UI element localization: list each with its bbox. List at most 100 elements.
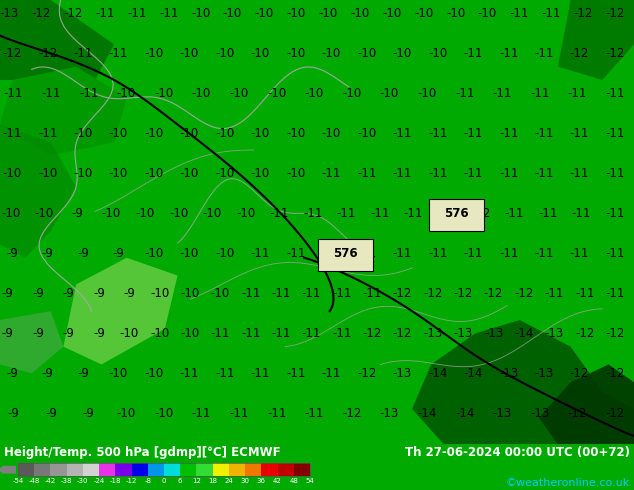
- Text: -12: -12: [357, 367, 377, 380]
- Text: -11: -11: [605, 247, 624, 260]
- Text: -11: -11: [370, 207, 390, 220]
- Text: ©weatheronline.co.uk: ©weatheronline.co.uk: [506, 478, 630, 488]
- Text: -11: -11: [271, 287, 291, 300]
- Text: -11: -11: [572, 207, 591, 220]
- Text: -10: -10: [321, 127, 341, 140]
- Text: -11: -11: [357, 247, 377, 260]
- Bar: [294, 463, 310, 476]
- Text: -10: -10: [417, 87, 437, 100]
- Text: -10: -10: [250, 167, 270, 180]
- Text: -10: -10: [286, 167, 306, 180]
- Text: -8: -8: [145, 478, 152, 484]
- Text: -10: -10: [286, 127, 306, 140]
- Text: -11: -11: [499, 127, 518, 140]
- Text: -11: -11: [109, 47, 128, 60]
- Polygon shape: [0, 67, 127, 155]
- Text: -11: -11: [250, 247, 270, 260]
- Text: -10: -10: [191, 7, 210, 20]
- Text: -10: -10: [117, 407, 136, 420]
- Text: -11: -11: [499, 47, 518, 60]
- Text: -12: -12: [567, 407, 587, 420]
- Text: -10: -10: [216, 47, 235, 60]
- Bar: [132, 463, 148, 476]
- Text: -11: -11: [463, 247, 483, 260]
- Bar: [67, 463, 83, 476]
- Bar: [212, 463, 229, 476]
- Text: -11: -11: [428, 247, 448, 260]
- Text: 6: 6: [178, 478, 183, 484]
- Text: -48: -48: [29, 478, 40, 484]
- Text: -11: -11: [605, 287, 624, 300]
- Text: -11: -11: [392, 167, 412, 180]
- Text: -10: -10: [321, 47, 341, 60]
- Text: -12: -12: [605, 367, 624, 380]
- Text: -10: -10: [135, 207, 155, 220]
- Text: -11: -11: [241, 327, 261, 340]
- Text: -11: -11: [493, 87, 512, 100]
- Text: 0: 0: [162, 478, 166, 484]
- Text: -9: -9: [63, 287, 74, 300]
- FancyBboxPatch shape: [429, 199, 484, 231]
- Text: -13: -13: [392, 367, 412, 380]
- Text: -11: -11: [545, 287, 564, 300]
- Text: -9: -9: [93, 287, 105, 300]
- Text: -11: -11: [337, 207, 356, 220]
- Text: -12: -12: [423, 287, 443, 300]
- Text: -13: -13: [493, 407, 512, 420]
- Text: -9: -9: [123, 287, 135, 300]
- Text: 30: 30: [241, 478, 250, 484]
- Text: -11: -11: [210, 327, 230, 340]
- Text: -10: -10: [318, 7, 338, 20]
- Text: -11: -11: [538, 207, 557, 220]
- Text: -10: -10: [192, 87, 211, 100]
- Text: -11: -11: [499, 247, 518, 260]
- Text: -11: -11: [332, 327, 351, 340]
- Bar: [51, 463, 67, 476]
- Text: -10: -10: [180, 327, 200, 340]
- Text: -9: -9: [72, 207, 84, 220]
- Text: -11: -11: [605, 207, 624, 220]
- Text: -13: -13: [0, 7, 19, 20]
- Text: -18: -18: [110, 478, 121, 484]
- Text: -12: -12: [484, 287, 503, 300]
- Text: 18: 18: [208, 478, 217, 484]
- Text: -11: -11: [38, 127, 57, 140]
- Bar: [148, 463, 164, 476]
- Text: Th 27-06-2024 00:00 UTC (00+72): Th 27-06-2024 00:00 UTC (00+72): [405, 446, 630, 460]
- Text: -10: -10: [109, 367, 128, 380]
- FancyBboxPatch shape: [318, 239, 373, 271]
- Text: -12: -12: [605, 407, 624, 420]
- Text: -10: -10: [74, 127, 93, 140]
- Text: -11: -11: [3, 127, 22, 140]
- Text: -24: -24: [93, 478, 105, 484]
- Text: -11: -11: [332, 287, 351, 300]
- Polygon shape: [558, 0, 634, 80]
- Bar: [180, 463, 197, 476]
- Text: -10: -10: [145, 247, 164, 260]
- Text: -54: -54: [13, 478, 23, 484]
- Text: -14: -14: [514, 327, 534, 340]
- Text: -10: -10: [145, 47, 164, 60]
- Text: -9: -9: [32, 327, 44, 340]
- Text: -11: -11: [463, 47, 483, 60]
- Text: -9: -9: [77, 367, 89, 380]
- Polygon shape: [0, 311, 63, 373]
- Text: -11: -11: [505, 207, 524, 220]
- Bar: [164, 463, 180, 476]
- Text: -10: -10: [223, 7, 242, 20]
- Text: -10: -10: [180, 247, 199, 260]
- Text: -9: -9: [113, 247, 124, 260]
- Text: 24: 24: [224, 478, 233, 484]
- Text: -10: -10: [180, 47, 199, 60]
- Text: -11: -11: [570, 167, 589, 180]
- Bar: [83, 463, 99, 476]
- Text: -10: -10: [154, 407, 174, 420]
- Text: -11: -11: [127, 7, 146, 20]
- Text: -11: -11: [567, 87, 587, 100]
- Text: -10: -10: [216, 247, 235, 260]
- Text: -11: -11: [179, 367, 199, 380]
- Text: -10: -10: [250, 47, 270, 60]
- Text: -11: -11: [95, 7, 115, 20]
- Polygon shape: [412, 320, 634, 444]
- Text: -12: -12: [437, 207, 457, 220]
